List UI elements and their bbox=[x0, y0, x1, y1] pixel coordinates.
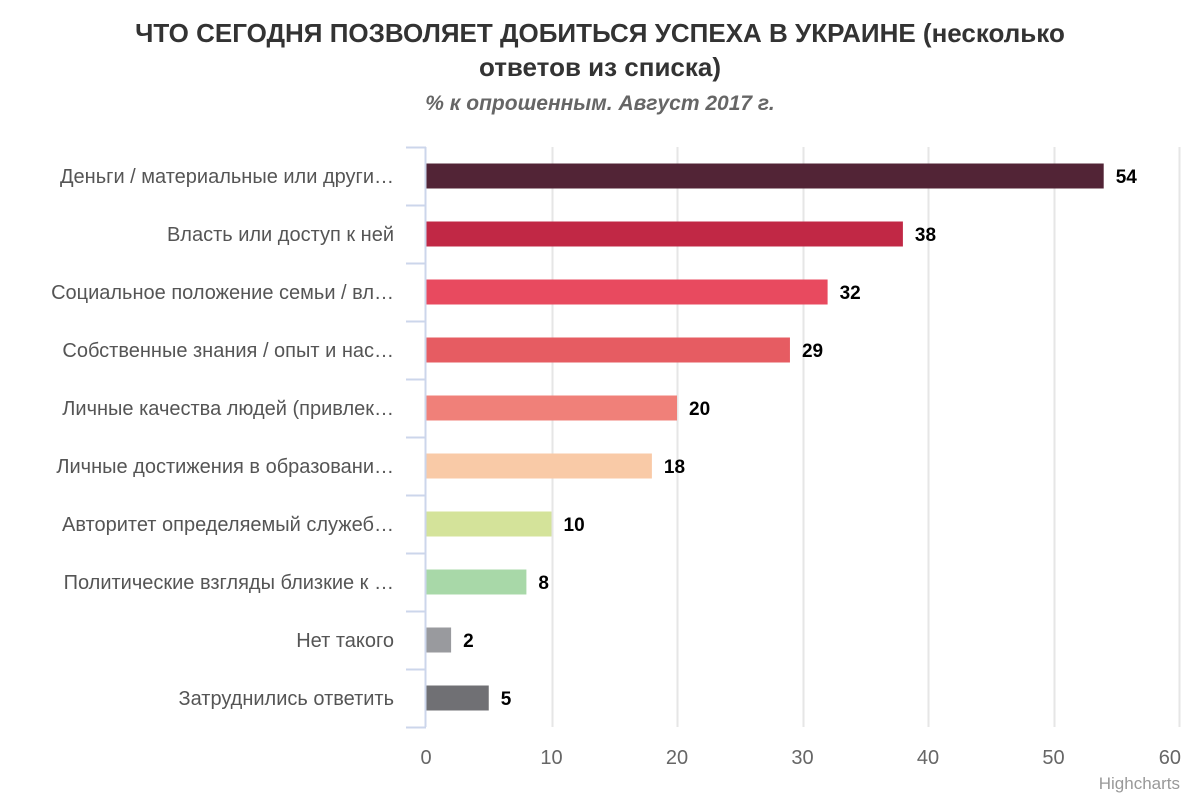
category-label: Личные достижения в образовани… bbox=[56, 456, 394, 478]
chart-title-line-1: ЧТО СЕГОДНЯ ПОЗВОЛЯЕТ ДОБИТЬСЯ УСПЕХА В … bbox=[135, 18, 1065, 48]
value-tick-label: 10 bbox=[540, 747, 562, 769]
category-label: Политические взгляды близкие к … bbox=[64, 572, 394, 594]
category-label: Личные качества людей (привлек… bbox=[62, 398, 394, 420]
data-label: 18 bbox=[664, 457, 685, 478]
value-axis-labels: 0 10 20 30 40 50 60 bbox=[420, 747, 1181, 769]
data-label: 38 bbox=[915, 225, 936, 246]
category-label: Социальное положение семьи / вл… bbox=[51, 282, 394, 304]
data-labels: 54 38 32 29 20 18 10 8 2 5 bbox=[463, 167, 1137, 710]
highcharts-credits[interactable]: Highcharts bbox=[1098, 774, 1180, 793]
category-label: Деньги / материальные или други… bbox=[60, 166, 394, 188]
bar[interactable] bbox=[426, 337, 790, 363]
data-label: 5 bbox=[501, 689, 512, 710]
chart-subtitle: % к опрошенным. Август 2017 г. bbox=[425, 92, 775, 115]
bar[interactable] bbox=[426, 511, 552, 537]
data-label: 10 bbox=[564, 515, 585, 536]
category-axis bbox=[406, 146, 427, 729]
category-label: Нет такого bbox=[296, 630, 394, 652]
data-label: 2 bbox=[463, 631, 474, 652]
bar[interactable] bbox=[426, 395, 677, 421]
category-labels: Деньги / материальные или други… Власть и… bbox=[51, 166, 394, 710]
value-tick-label: 40 bbox=[917, 747, 939, 769]
value-tick-label: 50 bbox=[1042, 747, 1064, 769]
data-label: 29 bbox=[802, 341, 823, 362]
data-label: 8 bbox=[538, 573, 549, 594]
bars bbox=[426, 163, 1104, 711]
bar[interactable] bbox=[426, 221, 903, 247]
category-label: Власть или доступ к ней bbox=[167, 224, 394, 246]
bar[interactable] bbox=[426, 569, 527, 595]
bar[interactable] bbox=[426, 685, 489, 711]
value-tick-label: 20 bbox=[666, 747, 688, 769]
value-tick-label: 30 bbox=[791, 747, 813, 769]
value-tick-label: 0 bbox=[420, 747, 431, 769]
chart-title: ЧТО СЕГОДНЯ ПОЗВОЛЯЕТ ДОБИТЬСЯ УСПЕХА В … bbox=[0, 16, 1200, 84]
category-label: Собственные знания / опыт и нас… bbox=[62, 340, 394, 362]
category-label: Авторитет определяемый служеб… bbox=[62, 514, 394, 536]
value-tick-label: 60 bbox=[1159, 747, 1181, 769]
chart-title-line-2: ответов из списка) bbox=[478, 52, 722, 82]
data-label: 54 bbox=[1116, 167, 1138, 188]
bar[interactable] bbox=[426, 453, 652, 479]
data-label: 20 bbox=[689, 399, 710, 420]
category-label: Затруднились ответить bbox=[179, 688, 394, 710]
bar[interactable] bbox=[426, 163, 1104, 189]
bar[interactable] bbox=[426, 627, 452, 653]
data-label: 32 bbox=[840, 283, 861, 304]
bar[interactable] bbox=[426, 279, 828, 305]
